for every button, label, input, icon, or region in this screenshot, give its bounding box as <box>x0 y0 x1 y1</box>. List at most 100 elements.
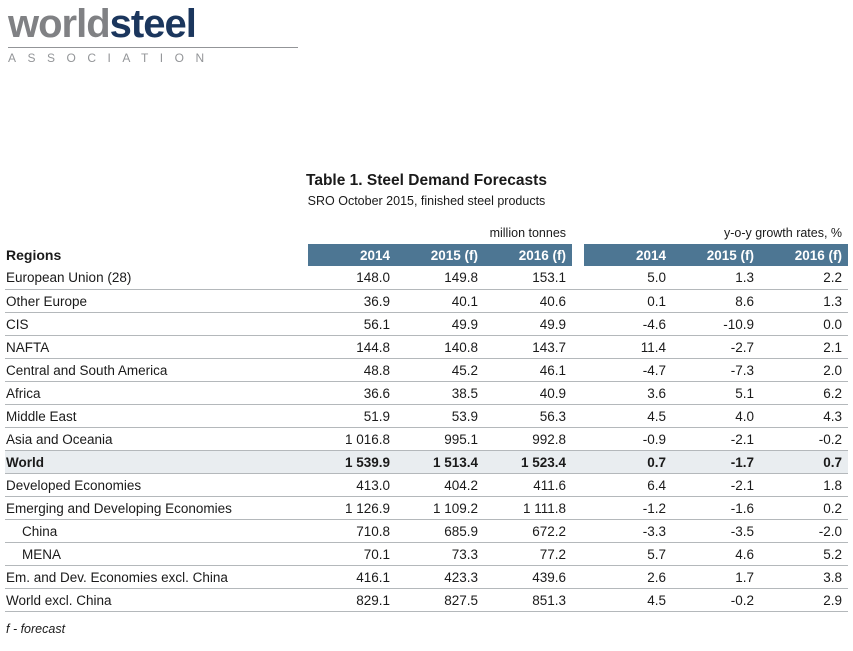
million-tonnes-cell: 77.2 <box>484 542 573 566</box>
million-tonnes-cell: 148.0 <box>308 266 396 290</box>
group-header-row: million tonnes y-o-y growth rates, % <box>5 226 848 244</box>
column-gap-cell <box>572 335 585 359</box>
table-row: Emerging and Developing Economies 1 126.9… <box>5 496 849 520</box>
growth-rate-cell: 0.7 <box>760 450 849 474</box>
growth-rate-cell: -3.5 <box>672 519 761 543</box>
region-name-cell: European Union (28) <box>5 266 308 290</box>
table-row: Africa 36.6 38.5 40.9 3.6 5.1 6.2 <box>5 381 849 405</box>
growth-rate-cell: 2.2 <box>760 266 849 290</box>
table-row: World excl. China 829.1 827.5 851.3 4.5 -0.2 2… <box>5 588 849 612</box>
region-name-cell: NAFTA <box>5 335 308 359</box>
table-row: Asia and Oceania 1 016.8 995.1 992.8 -0.9 -2.… <box>5 427 849 451</box>
million-tonnes-cell: 36.9 <box>308 289 396 313</box>
growth-rate-cell: 0.2 <box>760 496 849 520</box>
column-gap-cell <box>572 266 585 290</box>
growth-rate-cell: 1.3 <box>760 289 849 313</box>
growth-rate-cell: -7.3 <box>672 358 761 382</box>
million-tonnes-cell: 1 109.2 <box>396 496 484 520</box>
col-header-mt-2014: 2014 <box>308 244 396 266</box>
growth-rate-cell: 2.6 <box>584 565 673 589</box>
growth-rate-cell: 4.5 <box>584 404 673 428</box>
million-tonnes-cell: 439.6 <box>484 565 573 589</box>
million-tonnes-cell: 411.6 <box>484 473 573 497</box>
million-tonnes-cell: 1 523.4 <box>484 450 573 474</box>
region-name-cell: MENA <box>5 542 308 566</box>
col-header-mt-2016f: 2016 (f) <box>484 244 573 266</box>
growth-rate-cell: -2.0 <box>760 519 849 543</box>
group-header-spacer <box>5 226 308 244</box>
region-name-cell: Middle East <box>5 404 308 428</box>
growth-rate-cell: 5.0 <box>584 266 673 290</box>
million-tonnes-cell: 56.3 <box>484 404 573 428</box>
growth-rate-cell: -2.1 <box>672 473 761 497</box>
column-gap-cell <box>572 496 585 520</box>
growth-rate-cell: 1.7 <box>672 565 761 589</box>
million-tonnes-cell: 829.1 <box>308 588 396 612</box>
million-tonnes-cell: 49.9 <box>484 312 573 336</box>
growth-rate-cell: 0.0 <box>760 312 849 336</box>
million-tonnes-cell: 672.2 <box>484 519 573 543</box>
table-row: CIS 56.1 49.9 49.9 -4.6 -10.9 0.0 <box>5 312 849 336</box>
million-tonnes-cell: 48.8 <box>308 358 396 382</box>
growth-rate-cell: 2.9 <box>760 588 849 612</box>
growth-rate-cell: -2.7 <box>672 335 761 359</box>
column-gap-cell <box>572 289 585 313</box>
growth-rate-cell: -0.2 <box>760 427 849 451</box>
table-row: Em. and Dev. Economies excl. China 416.1 4… <box>5 565 849 589</box>
growth-rate-cell: 4.5 <box>584 588 673 612</box>
growth-rate-cell: -1.2 <box>584 496 673 520</box>
table-row: Developed Economies 413.0 404.2 411.6 6.4 -2.… <box>5 473 849 497</box>
column-gap-cell <box>572 588 585 612</box>
million-tonnes-cell: 827.5 <box>396 588 484 612</box>
column-gap-cell <box>572 381 585 405</box>
region-name-cell: Asia and Oceania <box>5 427 308 451</box>
growth-rate-cell: 11.4 <box>584 335 673 359</box>
million-tonnes-cell: 995.1 <box>396 427 484 451</box>
million-tonnes-cell: 1 126.9 <box>308 496 396 520</box>
table-row: NAFTA 144.8 140.8 143.7 11.4 -2.7 2.1 <box>5 335 849 359</box>
growth-rate-cell: -2.1 <box>672 427 761 451</box>
growth-rate-cell: 5.7 <box>584 542 673 566</box>
million-tonnes-cell: 149.8 <box>396 266 484 290</box>
growth-rate-cell: 8.6 <box>672 289 761 313</box>
million-tonnes-cell: 423.3 <box>396 565 484 589</box>
col-header-growth-2014: 2014 <box>584 244 673 266</box>
col-header-mt-2015f: 2015 (f) <box>396 244 484 266</box>
growth-rate-cell: -1.7 <box>672 450 761 474</box>
million-tonnes-cell: 1 111.8 <box>484 496 573 520</box>
table-subtitle: SRO October 2015, finished steel product… <box>307 194 546 208</box>
logo-steel-text: steel <box>109 2 197 46</box>
million-tonnes-cell: 51.9 <box>308 404 396 428</box>
logo-wordmark: worldsteel <box>8 4 298 44</box>
column-gap-cell <box>572 542 585 566</box>
column-gap-cell <box>572 358 585 382</box>
growth-rate-cell: -10.9 <box>672 312 761 336</box>
region-name-cell: Em. and Dev. Economies excl. China <box>5 565 308 589</box>
group-label-growth-rates: y-o-y growth rates, % <box>723 226 843 240</box>
million-tonnes-cell: 685.9 <box>396 519 484 543</box>
million-tonnes-cell: 413.0 <box>308 473 396 497</box>
logo-association-text: ASSOCIATION <box>8 51 216 65</box>
growth-rate-cell: 4.3 <box>760 404 849 428</box>
title-block: Table 1. Steel Demand Forecasts SRO Octo… <box>0 172 853 208</box>
million-tonnes-cell: 40.9 <box>484 381 573 405</box>
steel-demand-table: million tonnes y-o-y growth rates, % Reg… <box>5 226 849 612</box>
column-gap-cell <box>572 312 585 336</box>
column-gap-cell <box>572 473 585 497</box>
million-tonnes-cell: 1 513.4 <box>396 450 484 474</box>
region-name-cell: Africa <box>5 381 308 405</box>
column-gap-cell <box>572 450 585 474</box>
million-tonnes-cell: 140.8 <box>396 335 484 359</box>
million-tonnes-cell: 143.7 <box>484 335 573 359</box>
growth-rate-cell: 0.1 <box>584 289 673 313</box>
region-name-cell: World excl. China <box>5 588 308 612</box>
growth-rate-cell: -4.6 <box>584 312 673 336</box>
million-tonnes-cell: 40.1 <box>396 289 484 313</box>
table-row: Middle East 51.9 53.9 56.3 4.5 4.0 4.3 <box>5 404 849 428</box>
growth-rate-cell: 3.8 <box>760 565 849 589</box>
million-tonnes-cell: 45.2 <box>396 358 484 382</box>
region-name-cell: China <box>5 519 308 543</box>
table-title: Table 1. Steel Demand Forecasts <box>306 172 547 189</box>
table-row: European Union (28) 148.0 149.8 153.1 5.0 1.3… <box>5 266 849 290</box>
million-tonnes-cell: 56.1 <box>308 312 396 336</box>
